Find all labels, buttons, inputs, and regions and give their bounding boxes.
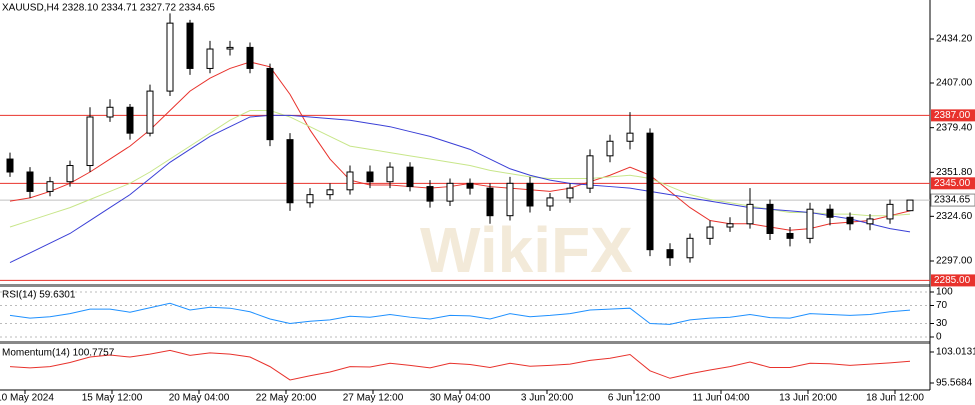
y-tick-label: 2297.00 (936, 256, 973, 267)
candle-body (246, 46, 254, 69)
candle-body (786, 232, 794, 239)
candle-body (686, 237, 694, 259)
pane-title: XAUUSD,H4 2328.10 2334.71 2327.72 2334.6… (2, 3, 215, 14)
y-tick-label: 2434.20 (936, 34, 973, 45)
x-tick-label: 3 Jun 20:00 (521, 393, 574, 404)
level-label: 2285.00 (934, 275, 971, 286)
last-price-box (930, 193, 975, 207)
candle-body (386, 166, 394, 183)
candle-body (506, 182, 514, 217)
candle-body (726, 223, 734, 228)
candle-body (546, 197, 554, 207)
watermark: WikiFX (420, 214, 633, 286)
level-label-box (931, 177, 975, 190)
candle-body (646, 132, 654, 251)
y-tick-label: 95.5684 (936, 378, 973, 389)
candle-body (666, 249, 674, 259)
candle-body (86, 116, 94, 167)
candle-body (126, 106, 134, 134)
level-label: 2387.00 (934, 110, 971, 121)
y-tick-label: 2407.00 (936, 78, 973, 89)
candle-body (286, 139, 294, 204)
x-tick-label: 6 Jun 12:00 (608, 393, 661, 404)
x-tick-label: 22 May 20:00 (256, 393, 317, 404)
candle-body (806, 208, 814, 239)
moving-average (9, 61, 911, 231)
candle-body (886, 203, 894, 220)
candle-body (66, 165, 74, 183)
candle-body (606, 140, 614, 157)
candle-body (746, 203, 754, 225)
candle-body (466, 182, 474, 189)
y-tick-label: 30 (936, 318, 948, 329)
candle-body (166, 22, 174, 92)
candle-body (906, 199, 914, 212)
candle-body (626, 132, 634, 142)
x-tick-label: 20 May 04:00 (169, 393, 230, 404)
x-tick-label: 13 Jun 20:00 (779, 393, 837, 404)
candle-body (6, 158, 14, 173)
x-tick-label: 18 Jun 12:00 (866, 393, 924, 404)
y-tick-label: 100 (936, 287, 953, 298)
candle-body (106, 106, 114, 118)
candle-body (306, 194, 314, 204)
x-tick-label: 27 May 12:00 (343, 393, 404, 404)
candle-body (486, 187, 494, 217)
candle-body (186, 22, 194, 69)
last-price-label: 2334.65 (934, 195, 971, 206)
moving-average (9, 114, 911, 264)
candle-body (46, 181, 54, 192)
candle-body (766, 203, 774, 234)
indicator-line (9, 349, 911, 381)
y-tick-label: 2351.80 (936, 167, 973, 178)
candle-body (26, 171, 34, 192)
x-tick-label: 11 Jun 04:00 (692, 393, 750, 404)
pane-title: Momentum(14) 100.7757 (2, 348, 115, 359)
moving-average (9, 110, 911, 228)
y-tick-label: 103.0131 (936, 347, 975, 358)
candle-body (706, 226, 714, 239)
y-tick-label: 70 (936, 300, 948, 311)
candle-body (346, 171, 354, 191)
level-label-box (931, 109, 975, 122)
candle-body (826, 208, 834, 218)
pane-separator (0, 284, 930, 287)
y-tick-label: 2379.40 (936, 122, 973, 133)
candle-body (146, 90, 154, 134)
candle-body (586, 155, 594, 189)
pane-title: RSI(14) 59.6301 (2, 290, 76, 301)
candle-body (446, 182, 454, 202)
candle-body (366, 171, 374, 183)
candle-body (566, 187, 574, 199)
candle-body (526, 182, 534, 207)
candle-body (226, 46, 234, 50)
y-tick-label: 2324.60 (936, 211, 973, 222)
indicator-line (9, 302, 911, 325)
candle-body (846, 216, 854, 225)
x-tick-label: 15 May 12:00 (82, 393, 143, 404)
candle-body (426, 186, 434, 202)
x-tick-label: 30 May 04:00 (430, 393, 491, 404)
x-tick-label: 10 May 2024 (0, 393, 54, 404)
candle-body (206, 48, 214, 69)
candle-body (406, 166, 414, 188)
candle-body (266, 67, 274, 141)
candle-body (326, 189, 334, 196)
candle-body (866, 218, 874, 225)
level-label-box (931, 274, 975, 287)
y-tick-label: 0 (936, 332, 942, 343)
level-label: 2345.00 (934, 178, 971, 189)
pane-separator (0, 341, 930, 344)
